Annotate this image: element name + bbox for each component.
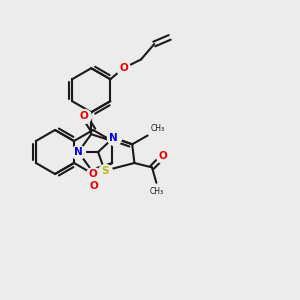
Text: O: O (90, 181, 99, 191)
Text: CH₃: CH₃ (149, 187, 164, 196)
Text: O: O (119, 63, 128, 73)
Text: O: O (80, 111, 88, 121)
Text: N: N (109, 133, 118, 143)
Text: O: O (159, 152, 167, 161)
Text: N: N (74, 147, 83, 157)
Text: CH₃: CH₃ (151, 124, 165, 134)
Text: S: S (101, 166, 109, 176)
Text: O: O (89, 169, 98, 179)
